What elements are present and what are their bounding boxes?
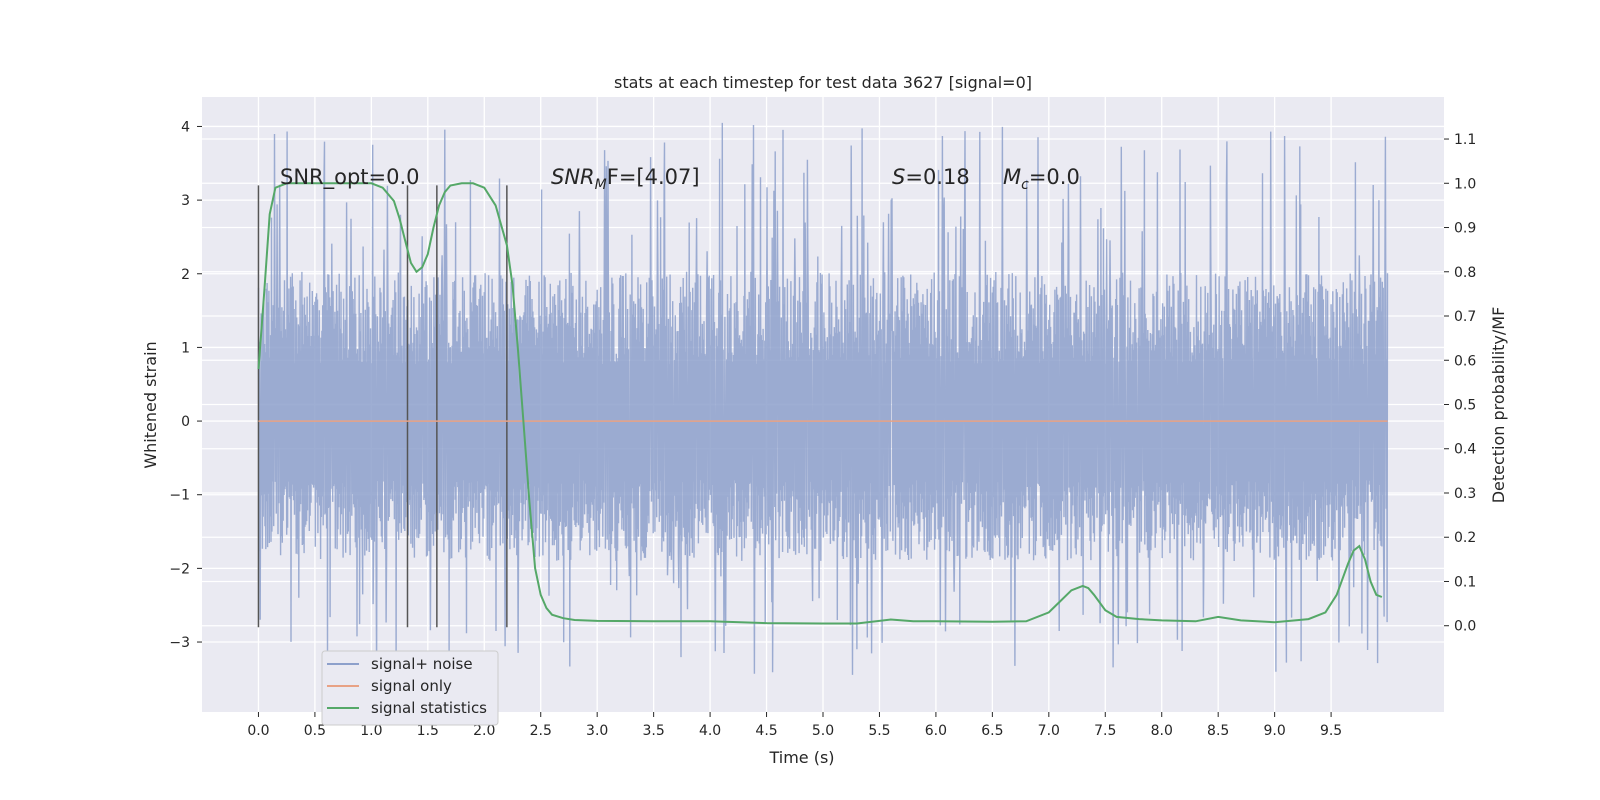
x-tick-label: 4.5 (755, 723, 777, 739)
y2-tick-label: 1.0 (1454, 176, 1476, 192)
x-tick-label: 2.0 (473, 723, 495, 739)
mc-italic: M (1003, 165, 1021, 189)
y-axis-label: Whitened strain (141, 341, 160, 468)
x-tick-label: 0.5 (304, 723, 326, 739)
x-tick-label: 6.5 (981, 723, 1003, 739)
chart-title: stats at each timestep for test data 362… (614, 73, 1032, 92)
y-tick-label: 2 (181, 267, 190, 283)
x-axis-label: Time (s) (768, 748, 834, 767)
legend-box (321, 650, 499, 726)
x-tick-label: 2.5 (530, 723, 552, 739)
noise-series (257, 122, 1389, 675)
y2-axis-ticks: 0.0 0.1 0.2 0.3 0.4 0.5 0.6 0.7 0.8 0.9 1.0 1.1 (1444, 132, 1476, 635)
legend-label-signal-noise: signal+ noise (371, 655, 473, 673)
snr-opt-annotation: SNR_opt=0.0 (280, 165, 420, 190)
s-value: =0.18 (905, 165, 969, 189)
signal-statistics-series (257, 182, 1383, 625)
y2-tick-label: 1.1 (1454, 132, 1476, 148)
y2-tick-label: 0.9 (1454, 221, 1476, 237)
s-italic: S (892, 165, 905, 189)
x-tick-label: 9.0 (1264, 723, 1286, 739)
x-tick-label: 7.0 (1038, 723, 1060, 739)
y-tick-label: 1 (181, 340, 190, 356)
legend-label-signal-statistics: signal statistics (371, 699, 487, 717)
x-tick-label: 0.0 (247, 723, 269, 739)
x-tick-label: 5.0 (812, 723, 834, 739)
y2-tick-label: 0.2 (1454, 530, 1476, 546)
x-tick-label: 6.0 (925, 723, 947, 739)
y2-tick-label: 0.3 (1454, 486, 1476, 502)
x-tick-label: 9.5 (1320, 723, 1342, 739)
x-tick-label: 5.5 (868, 723, 890, 739)
y2-tick-label: 0.4 (1454, 442, 1476, 458)
y-tick-label: −1 (169, 488, 190, 504)
legend-label-signal-only: signal only (371, 677, 452, 695)
x-tick-label: 8.5 (1207, 723, 1229, 739)
y-tick-label: 0 (181, 414, 190, 430)
mc-value: =0.0 (1029, 165, 1080, 189)
y2-tick-label: 0.7 (1454, 309, 1476, 325)
mc-annotation: Mc=0.0 (1003, 165, 1080, 193)
y2-tick-label: 0.0 (1454, 619, 1476, 635)
x-tick-label: 1.0 (360, 723, 382, 739)
y-tick-label: −3 (169, 635, 190, 651)
snr-mf-italic: SNR (551, 165, 595, 189)
y-tick-label: 3 (181, 193, 190, 209)
vertical-markers (257, 185, 508, 628)
snr-mf-value: F=[4.07] (607, 165, 700, 189)
snr-mf-subscript: M (595, 177, 607, 193)
y-axis-ticks: −3 −2 −1 0 1 2 3 4 (169, 119, 202, 651)
s-annotation: S=0.18 (892, 165, 970, 189)
y2-tick-label: 0.1 (1454, 574, 1476, 590)
y-tick-label: −2 (169, 561, 190, 577)
x-tick-label: 7.5 (1094, 723, 1116, 739)
x-axis-ticks: 0.0 0.5 1.0 1.5 2.0 2.5 3.0 3.5 4.0 4.5 5.0 5.5 6.0 6… (247, 712, 1342, 739)
signal-statistics-line (257, 182, 1383, 625)
x-tick-label: 4.0 (699, 723, 721, 739)
y2-tick-label: 0.8 (1454, 265, 1476, 281)
x-tick-label: 1.5 (417, 723, 439, 739)
legend: signal+ noise signal only signal statist… (321, 650, 499, 726)
snr-mf-annotation: SNRMF=[4.07] (551, 165, 700, 193)
y2-tick-label: 0.5 (1454, 398, 1476, 414)
x-tick-label: 3.0 (586, 723, 608, 739)
y2-tick-label: 0.6 (1454, 353, 1476, 369)
y2-axis-label: Detection probability/MF (1489, 307, 1508, 504)
signal-noise-line (257, 122, 1389, 675)
mc-subscript: c (1021, 177, 1029, 193)
x-tick-label: 8.0 (1151, 723, 1173, 739)
x-tick-label: 3.5 (643, 723, 665, 739)
y-tick-label: 4 (181, 119, 190, 135)
